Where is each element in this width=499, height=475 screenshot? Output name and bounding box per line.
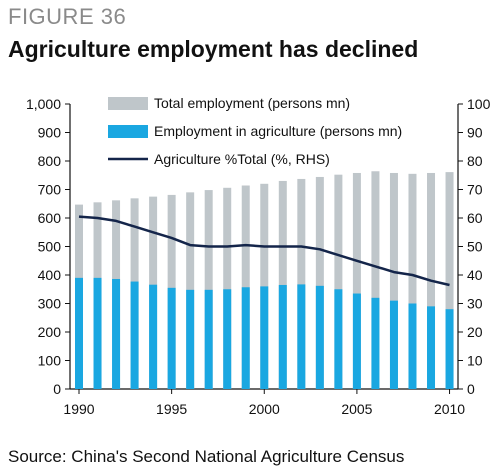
left-tick-label: 0 — [53, 381, 61, 397]
bar-total-employment — [352, 172, 361, 389]
x-tick-label: 1995 — [156, 401, 187, 417]
bar-agriculture-employment — [75, 277, 83, 389]
left-tick-label: 400 — [38, 267, 62, 283]
figure-label: FIGURE 36 — [8, 4, 127, 29]
bar-total-employment — [334, 174, 343, 389]
bar-agriculture-employment — [186, 289, 195, 389]
bar-agriculture-employment — [427, 306, 436, 389]
bar-agriculture-employment — [315, 285, 324, 389]
bar-agriculture-employment — [223, 289, 232, 389]
right-tick-label: 10 — [467, 353, 483, 369]
left-tick-label: 300 — [38, 296, 62, 312]
left-tick-label: 800 — [38, 153, 62, 169]
bar-agriculture-employment — [93, 277, 102, 389]
bar-agriculture-employment — [260, 286, 269, 389]
right-tick-label: 40 — [467, 267, 483, 283]
bar-agriculture-employment — [278, 284, 287, 389]
bar-agriculture-employment — [167, 287, 176, 389]
source-note: Source: China's Second National Agricult… — [8, 447, 405, 466]
right-tick-label: 50 — [467, 239, 483, 255]
right-tick-label: 20 — [467, 324, 483, 340]
left-tick-label: 100 — [38, 353, 62, 369]
left-tick-label: 1,000 — [26, 96, 61, 112]
bar-total-employment — [204, 190, 213, 389]
x-tick-label: 2010 — [434, 401, 465, 417]
bar-agriculture-employment — [334, 289, 343, 389]
left-tick-label: 500 — [38, 239, 62, 255]
bar-agriculture-employment — [241, 287, 250, 389]
right-tick-label: 90 — [467, 125, 483, 141]
left-tick-label: 700 — [38, 182, 62, 198]
bar-total-employment — [408, 173, 417, 389]
left-tick-label: 900 — [38, 125, 62, 141]
bar-agriculture-employment — [149, 284, 158, 389]
x-tick-label: 2005 — [341, 401, 372, 417]
bar-total-employment — [371, 171, 380, 389]
bar-agriculture-employment — [371, 297, 380, 389]
right-tick-label: 60 — [467, 210, 483, 226]
x-tick-label: 1990 — [63, 401, 94, 417]
bar-agriculture-employment — [389, 300, 398, 389]
legend-label: Employment in agriculture (persons mn) — [154, 123, 402, 139]
right-tick-label: 0 — [467, 381, 475, 397]
right-tick-label: 30 — [467, 296, 483, 312]
right-tick-label: 100 — [467, 96, 491, 112]
bar-total-employment — [223, 187, 232, 389]
bar-agriculture-employment — [130, 281, 139, 389]
bar-total-employment — [315, 176, 324, 389]
bar-agriculture-employment — [352, 293, 361, 389]
bar-agriculture-employment — [297, 284, 306, 389]
bar-total-employment — [445, 172, 454, 389]
right-tick-label: 80 — [467, 153, 483, 169]
legend-label: Total employment (persons mn) — [154, 95, 350, 111]
legend-swatch — [108, 97, 148, 110]
bar-agriculture-employment — [112, 278, 121, 389]
legend-swatch — [108, 125, 148, 138]
left-tick-label: 600 — [38, 210, 62, 226]
bar-total-employment — [389, 172, 398, 389]
right-tick-label: 70 — [467, 182, 483, 198]
bar-agriculture-employment — [204, 289, 213, 389]
legend-label: Agriculture %Total (%, RHS) — [154, 151, 330, 167]
bar-agriculture-employment — [445, 309, 454, 389]
chart-title: Agriculture employment has declined — [8, 36, 419, 62]
bar-total-employment — [297, 178, 306, 389]
left-tick-label: 200 — [38, 324, 62, 340]
bar-agriculture-employment — [408, 303, 417, 389]
x-tick-label: 2000 — [249, 401, 280, 417]
